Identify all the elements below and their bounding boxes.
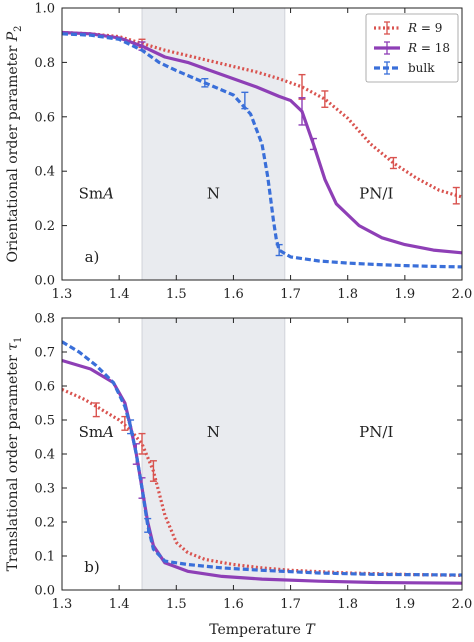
x-tick-label: 1.6 [223,597,244,612]
y-tick-label: 0.1 [34,550,55,565]
x-tick-label: 1.7 [280,597,301,612]
error-bar [309,137,317,151]
error-bar [321,90,329,108]
error-bar [92,402,100,418]
x-tick-label: 1.4 [109,597,130,612]
error-bar [389,156,397,170]
panel-b: SmA N PN/I b) 1.3 1.4 1.5 1.6 1.7 1.8 1.9 2.0 0.0 0.1… [5,312,472,639]
series-line [62,30,462,255]
region-label: SmA [79,423,115,441]
panel-a: SmA N PN/I a) 1.3 1.4 1.5 1.6 1.7 1.8 1.9 2.0 0.0 0.2… [5,2,472,303]
x-tick-label: 1.7 [280,287,301,302]
series-group [62,340,462,585]
x-tick-label: 1.3 [52,287,73,302]
y-tick-label: 0.6 [34,380,55,395]
x-tick-label: 1.5 [166,287,187,302]
x-tick-label: 1.5 [166,597,187,612]
y-tick-label: 0.8 [34,312,55,327]
y-tick-label: 0.8 [34,56,55,71]
y-tick-label: 1.0 [34,2,55,17]
x-tick-label: 1.4 [109,287,130,302]
x-tick-label: 1.9 [395,597,416,612]
error-bar [452,186,460,205]
error-bar [144,517,152,533]
region-label: PN/I [359,423,393,441]
x-tick-label: 1.9 [395,287,416,302]
legend-label: R = 18 [407,41,450,55]
legend-error-bar [384,41,390,55]
error-bar [201,78,209,88]
y-tick-label: 0.4 [34,165,55,180]
x-tick-label: 2.0 [452,597,473,612]
y-tick-label: 0.2 [34,219,55,234]
y-axis-label: Translational order parameter τ1 [5,337,24,572]
region-label: PN/I [359,184,393,202]
error-bar [149,460,157,482]
plot-frame [61,7,463,281]
x-tick-label: 1.3 [52,597,73,612]
x-tick-label: 1.6 [223,287,244,302]
y-tick-label: 0.0 [34,584,55,599]
error-bar [138,432,146,455]
nematic-region-shading [141,317,286,591]
y-axis-label: Orientational order parameter P2 [5,25,24,262]
legend-error-bar [384,61,390,75]
y-tick-label: 0.5 [34,414,55,429]
error-bar [127,419,135,435]
legend-label: bulk [408,61,435,75]
y-tick-label: 0.6 [34,110,55,125]
error-bar [298,97,306,126]
series-line [62,340,462,577]
region-label: N [207,423,220,441]
region-label: N [207,184,220,202]
series-line [62,387,462,577]
y-tick-label: 0.4 [34,448,55,463]
panel-label: a) [85,248,100,266]
nematic-region-shading [141,7,286,281]
error-bar [275,243,283,257]
series-line [62,32,462,269]
x-tick-label: 1.8 [337,597,358,612]
panel-label: b) [84,558,99,576]
legend-label: R = 9 [407,21,442,35]
legend-error-bar [384,21,390,35]
x-tick-label: 2.0 [452,287,473,302]
region-label: SmA [79,184,115,202]
error-bar [241,91,249,110]
x-axis-label: Temperature T [209,622,316,638]
y-tick-label: 0.3 [34,482,55,497]
series-group [62,30,462,269]
y-tick-label: 0.2 [34,516,55,531]
legend-box [365,13,459,83]
y-tick-label: 0.0 [34,274,55,289]
series-line [62,30,462,199]
y-tick-label: 0.7 [34,346,55,361]
x-tick-label: 1.8 [337,287,358,302]
legend: R = 9 R = 18 bulk [365,13,459,83]
